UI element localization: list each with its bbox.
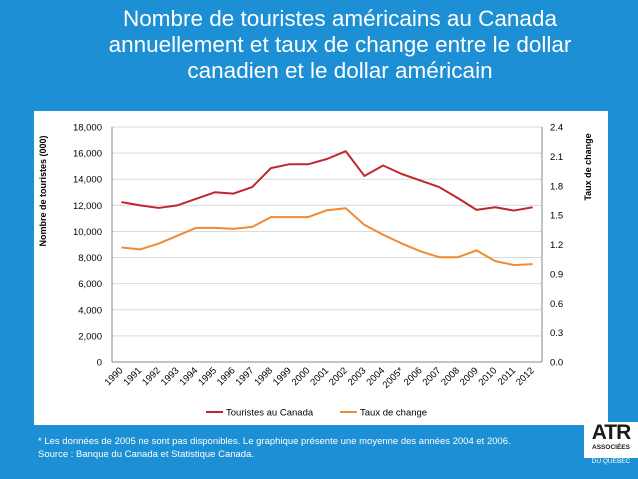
title-line-1: Nombre de touristes américains au Canada xyxy=(123,6,557,31)
series-lines xyxy=(121,150,533,267)
right-tick-label: 1.5 xyxy=(550,211,563,222)
left-tick-label: 8,000 xyxy=(78,253,102,264)
x-tick-label: 1992 xyxy=(140,365,163,388)
x-tick-label: 2001 xyxy=(308,365,331,388)
left-tick-label: 2,000 xyxy=(78,331,102,342)
right-tick-label: 0.9 xyxy=(550,269,563,280)
series-line-tourists xyxy=(121,150,533,212)
x-tick-label: 1993 xyxy=(159,365,182,388)
right-tick-label: 0.3 xyxy=(550,328,563,339)
x-tick-label: 2000 xyxy=(290,365,313,388)
logo-subtitle-2: DU QUÉBEC xyxy=(584,458,638,466)
right-tick-label: 0.0 xyxy=(550,358,563,369)
left-tick-label: 6,000 xyxy=(78,279,102,290)
slide-title: Nombre de touristes américains au Canada… xyxy=(40,6,638,84)
left-tick-label: 10,000 xyxy=(73,227,102,238)
left-tick-label: 12,000 xyxy=(73,201,102,212)
legend-label-exchange: Taux de change xyxy=(360,408,427,419)
x-tick-label: 2003 xyxy=(346,365,369,388)
x-tick-label: 1991 xyxy=(121,365,144,388)
left-axis-label: Nombre de touristes (000) xyxy=(38,135,48,246)
left-tick-label: 16,000 xyxy=(73,149,102,160)
left-tick-label: 4,000 xyxy=(78,305,102,316)
footnote-note: * Les données de 2005 ne sont pas dispon… xyxy=(38,436,511,447)
logo-subtitle-1: ASSOCIÉES xyxy=(592,444,630,451)
x-tick-label: 2007 xyxy=(421,365,444,388)
right-tick-label: 2.4 xyxy=(550,123,563,134)
x-tick-label: 1995 xyxy=(196,365,219,388)
left-tick-label: 0 xyxy=(97,358,102,369)
x-tick-label: 2010 xyxy=(477,365,500,388)
left-tick-label: 14,000 xyxy=(73,175,102,186)
title-line-3: canadien et le dollar américain xyxy=(187,58,493,83)
x-tick-label: 2008 xyxy=(439,365,462,388)
x-tick-label: 1996 xyxy=(215,365,238,388)
chart-area: 0 2,000 4,000 6,000 8,000 10,000 12,000 14,000 1… xyxy=(34,111,608,425)
right-tick-label: 2.1 xyxy=(550,152,563,163)
atr-logo: ATR ASSOCIÉES DU QUÉBEC xyxy=(584,421,638,468)
chart-svg: 0 2,000 4,000 6,000 8,000 10,000 12,000 14,000 1… xyxy=(38,123,593,419)
x-tick-label: 1994 xyxy=(178,365,201,388)
x-tick-label: 1999 xyxy=(271,365,294,388)
left-axis-ticks: 0 2,000 4,000 6,000 8,000 10,000 12,000 14,000 1… xyxy=(73,123,102,369)
footnote: * Les données de 2005 ne sont pas dispon… xyxy=(38,435,598,461)
series-line-exchange xyxy=(121,207,533,267)
x-tick-label: 2006 xyxy=(402,365,425,388)
right-tick-label: 1.8 xyxy=(550,181,563,192)
x-tick-label: 1997 xyxy=(234,365,257,388)
x-tick-label: 2011 xyxy=(496,365,518,387)
right-axis-label: Taux de change xyxy=(583,133,593,200)
grid-lines xyxy=(111,126,543,363)
right-tick-label: 1.2 xyxy=(550,240,563,251)
left-tick-label: 18,000 xyxy=(73,123,102,134)
x-tick-label: 2009 xyxy=(458,365,481,388)
title-line-2: annuellement et taux de change entre le … xyxy=(108,32,572,57)
x-tick-label: 1990 xyxy=(103,365,126,388)
x-tick-label: 2005* xyxy=(381,365,407,391)
x-tick-label: 2012 xyxy=(514,365,537,388)
legend: Touristes au Canada Taux de change xyxy=(206,408,427,419)
x-tick-label: 2002 xyxy=(327,365,350,388)
x-tick-label: 1998 xyxy=(252,365,275,388)
logo-bar xyxy=(584,466,638,468)
right-tick-label: 0.6 xyxy=(550,299,563,310)
x-axis-ticks: 1990199119921993199419951996199719981999… xyxy=(103,365,537,391)
logo-name: ATR xyxy=(591,421,632,444)
footnote-source: Source : Banque du Canada et Statistique… xyxy=(38,449,255,460)
right-axis-ticks: 0.0 0.3 0.6 0.9 1.2 1.5 1.8 2.1 2.4 xyxy=(550,123,563,369)
legend-label-tourists: Touristes au Canada xyxy=(226,408,314,419)
